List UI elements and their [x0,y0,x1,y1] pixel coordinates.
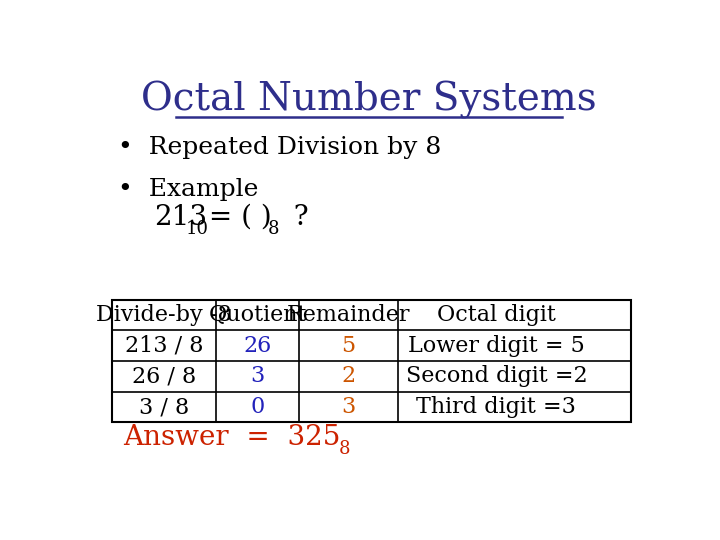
Text: = ( ): = ( ) [200,204,271,231]
Text: Quotient: Quotient [208,304,307,326]
Text: 3: 3 [251,366,265,387]
Text: Divide-by -8: Divide-by -8 [96,304,232,326]
Bar [112,300,631,422]
Text: Third digit =3: Third digit =3 [416,396,576,418]
Text: 0: 0 [251,396,265,418]
Text: •  Example: • Example [118,178,258,201]
Text: 5: 5 [341,335,356,357]
Text: Remainder: Remainder [287,304,410,326]
Text: Octal Number Systems: Octal Number Systems [141,81,597,119]
Text: 8: 8 [267,220,279,238]
Text: •  Repeated Division by 8: • Repeated Division by 8 [118,137,441,159]
Text: Second digit =2: Second digit =2 [405,366,587,387]
Text: 26: 26 [243,335,271,357]
Text: 2: 2 [341,366,356,387]
Text: ?: ? [276,204,308,231]
Text: 26 / 8: 26 / 8 [132,366,197,387]
Text: 3 / 8: 3 / 8 [139,396,189,418]
Text: 3: 3 [341,396,356,418]
Text: 213 / 8: 213 / 8 [125,335,204,357]
Text: Octal digit: Octal digit [437,304,556,326]
Text: 213: 213 [154,204,207,231]
Text: Lower digit = 5: Lower digit = 5 [408,335,585,357]
Text: 8: 8 [338,441,350,458]
Text: Answer  =  325: Answer = 325 [124,424,341,451]
Text: 10: 10 [186,220,209,238]
